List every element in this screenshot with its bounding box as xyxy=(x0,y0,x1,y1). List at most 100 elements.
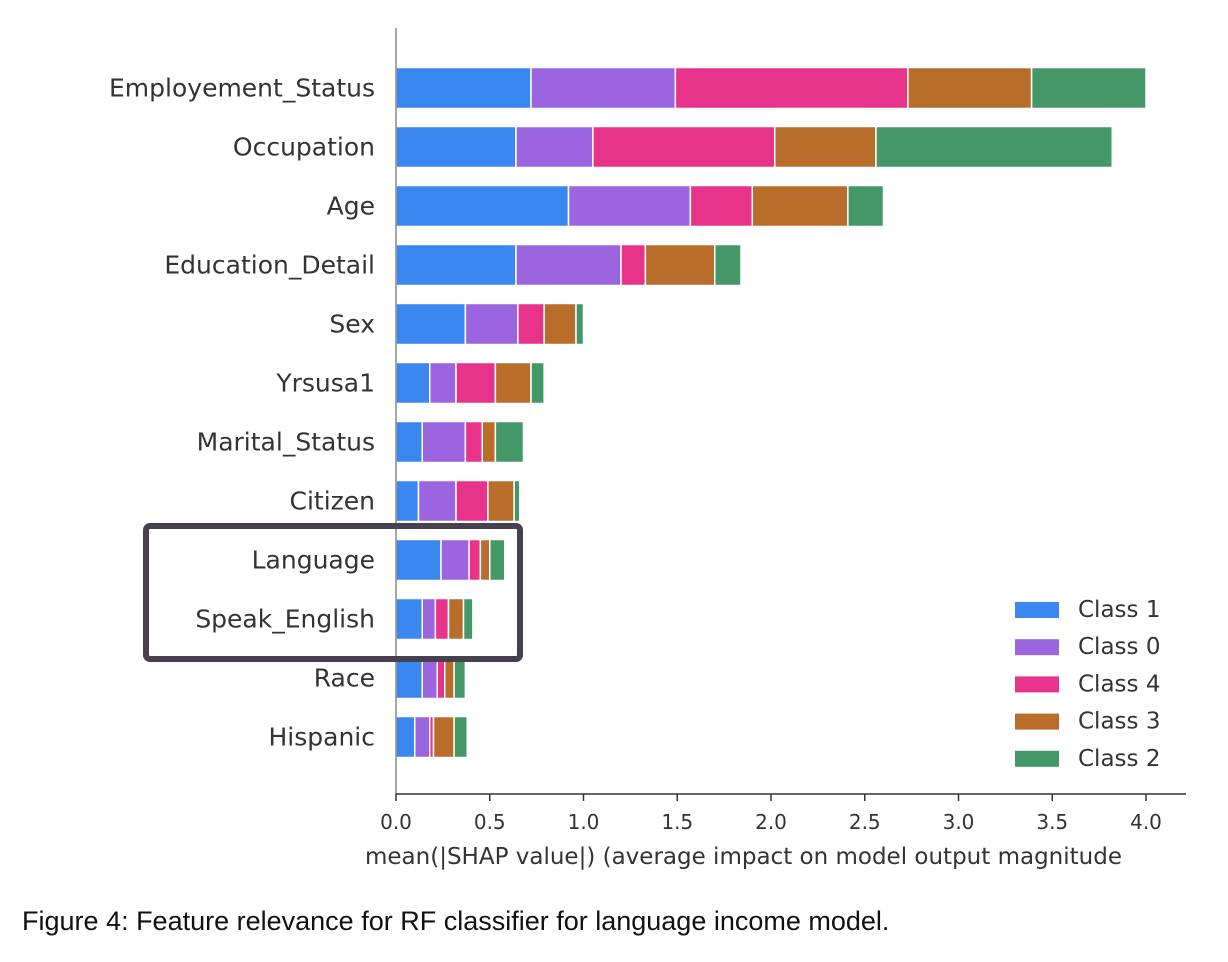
legend-label-class-1: Class 1 xyxy=(1078,597,1160,623)
x-tick-label: 0.5 xyxy=(474,810,506,834)
bar-segment-occupation-class-1 xyxy=(395,125,517,169)
bar-segment-employement-status-class-0 xyxy=(530,66,677,110)
bar-segment-speak-english-class-0 xyxy=(421,597,437,641)
legend-swatch-class-4 xyxy=(1015,676,1059,693)
bar-segment-marital-status-class-1 xyxy=(395,420,423,464)
bar-segment-age-class-4 xyxy=(689,184,753,228)
bar-segment-yrsusa1-class-0 xyxy=(429,361,457,405)
bar-segment-yrsusa1-class-1 xyxy=(395,361,431,405)
legend-label-class-4: Class 4 xyxy=(1078,671,1160,697)
bar-segment-race-class-0 xyxy=(421,656,438,700)
legend: Class 1 Class 0 Class 4 Class 3 Class 2 xyxy=(1015,597,1160,772)
bar-segment-age-class-0 xyxy=(567,184,692,228)
x-tick-label: 3.0 xyxy=(943,810,975,834)
category-label-yrsusa1: Yrsusa1 xyxy=(275,369,375,398)
x-axis-label: mean(|SHAP value|) (average impact on mo… xyxy=(365,844,1122,870)
x-tick-label: 1.5 xyxy=(661,810,693,834)
bar-segment-sex-class-2 xyxy=(575,302,585,346)
category-label-employement-status: Employement_Status xyxy=(109,74,375,103)
bars-group xyxy=(395,66,1147,759)
caption-label: Figure 4 xyxy=(22,906,122,936)
category-label-hispanic: Hispanic xyxy=(269,723,376,752)
bar-segment-sex-class-4 xyxy=(517,302,545,346)
bar-segment-hispanic-class-3 xyxy=(432,715,455,759)
bar-segment-occupation-class-2 xyxy=(875,125,1113,169)
bar-segment-race-class-1 xyxy=(395,656,423,700)
legend-swatch-class-2 xyxy=(1015,750,1059,767)
x-tick-label: 2.0 xyxy=(755,810,787,834)
bar-segment-age-class-1 xyxy=(395,184,570,228)
bar-segment-race-class-3 xyxy=(444,656,455,700)
bar-segment-language-class-2 xyxy=(489,538,506,582)
bar-segment-hispanic-class-1 xyxy=(395,715,416,759)
category-label-marital-status: Marital_Status xyxy=(197,428,375,457)
bar-segment-employement-status-class-3 xyxy=(907,66,1033,110)
bar-segment-sex-class-3 xyxy=(543,302,577,346)
bar-segment-marital-status-class-3 xyxy=(481,420,497,464)
bar-segment-employement-status-class-1 xyxy=(395,66,532,110)
bar-segment-age-class-3 xyxy=(751,184,849,228)
category-label-occupation: Occupation xyxy=(233,133,375,162)
x-tick-label: 2.5 xyxy=(849,810,881,834)
x-tick-label: 0.0 xyxy=(380,810,412,834)
x-tick-label: 4.0 xyxy=(1130,810,1162,834)
legend-label-class-2: Class 2 xyxy=(1078,746,1160,772)
bar-segment-occupation-class-3 xyxy=(774,125,877,169)
bar-segment-education-detail-class-1 xyxy=(395,243,517,287)
bar-segment-language-class-0 xyxy=(440,538,470,582)
bar-segment-citizen-class-4 xyxy=(455,479,489,523)
x-ticks-group: 0.0 0.5 1.0 1.5 2.0 2.5 3.0 3.5 4.0 xyxy=(380,794,1162,834)
bar-segment-race-class-4 xyxy=(436,656,446,700)
legend-swatch-class-1 xyxy=(1015,602,1059,618)
bar-segment-education-detail-class-2 xyxy=(714,243,742,287)
bar-segment-sex-class-1 xyxy=(395,302,467,346)
bar-segment-speak-english-class-1 xyxy=(395,597,423,641)
legend-label-class-0: Class 0 xyxy=(1078,634,1160,660)
bar-segment-language-class-4 xyxy=(468,538,482,582)
category-label-citizen: Citizen xyxy=(290,487,376,516)
bar-segment-speak-english-class-2 xyxy=(462,597,474,641)
bar-segment-yrsusa1-class-4 xyxy=(455,361,497,405)
bar-segment-education-detail-class-3 xyxy=(644,243,716,287)
category-label-sex: Sex xyxy=(329,310,375,339)
bar-segment-occupation-class-4 xyxy=(592,125,776,169)
bar-segment-sex-class-0 xyxy=(464,302,519,346)
legend-swatch-class-3 xyxy=(1015,713,1059,730)
bar-segment-citizen-class-3 xyxy=(487,479,515,523)
x-tick-label: 1.0 xyxy=(568,810,600,834)
bar-segment-citizen-class-2 xyxy=(513,479,521,523)
caption-text: : Feature relevance for RF classifier fo… xyxy=(121,906,890,936)
category-label-language: Language xyxy=(252,546,375,575)
bar-segment-education-detail-class-4 xyxy=(620,243,647,287)
legend-label-class-3: Class 3 xyxy=(1078,709,1160,735)
category-label-education-detail: Education_Detail xyxy=(164,251,375,280)
bar-segment-marital-status-class-4 xyxy=(464,420,483,464)
bar-segment-hispanic-class-0 xyxy=(414,715,431,759)
bar-segment-language-class-1 xyxy=(395,538,442,582)
bar-segment-yrsusa1-class-2 xyxy=(530,361,545,405)
bar-segment-language-class-3 xyxy=(479,538,491,582)
category-labels-group: Employement_Status Occupation Age Education… xyxy=(109,74,375,752)
bar-segment-speak-english-class-3 xyxy=(447,597,465,641)
category-label-speak-english: Speak_English xyxy=(195,605,375,634)
bar-segment-employement-status-class-2 xyxy=(1030,66,1147,110)
figure-caption: Figure 4: Feature relevance for RF class… xyxy=(22,906,889,937)
bar-segment-occupation-class-0 xyxy=(515,125,594,169)
bar-segment-yrsusa1-class-3 xyxy=(494,361,532,405)
legend-swatch-class-0 xyxy=(1015,639,1059,656)
bar-segment-marital-status-class-2 xyxy=(494,420,525,464)
bar-segment-citizen-class-0 xyxy=(417,479,457,523)
bar-segment-marital-status-class-0 xyxy=(421,420,467,464)
shap-bar-chart: Employement_Status Occupation Age Education… xyxy=(109,28,1186,870)
category-label-age: Age xyxy=(327,192,375,221)
bar-segment-citizen-class-1 xyxy=(395,479,420,523)
bar-segment-speak-english-class-4 xyxy=(434,597,450,641)
bar-segment-education-detail-class-0 xyxy=(515,243,622,287)
bar-segment-race-class-2 xyxy=(453,656,467,700)
bar-segment-age-class-2 xyxy=(847,184,885,228)
bar-segment-employement-status-class-4 xyxy=(674,66,909,110)
category-label-race: Race xyxy=(314,664,375,693)
highlight-box xyxy=(143,523,523,662)
bar-segment-hispanic-class-2 xyxy=(453,715,468,759)
x-tick-label: 3.5 xyxy=(1036,810,1068,834)
